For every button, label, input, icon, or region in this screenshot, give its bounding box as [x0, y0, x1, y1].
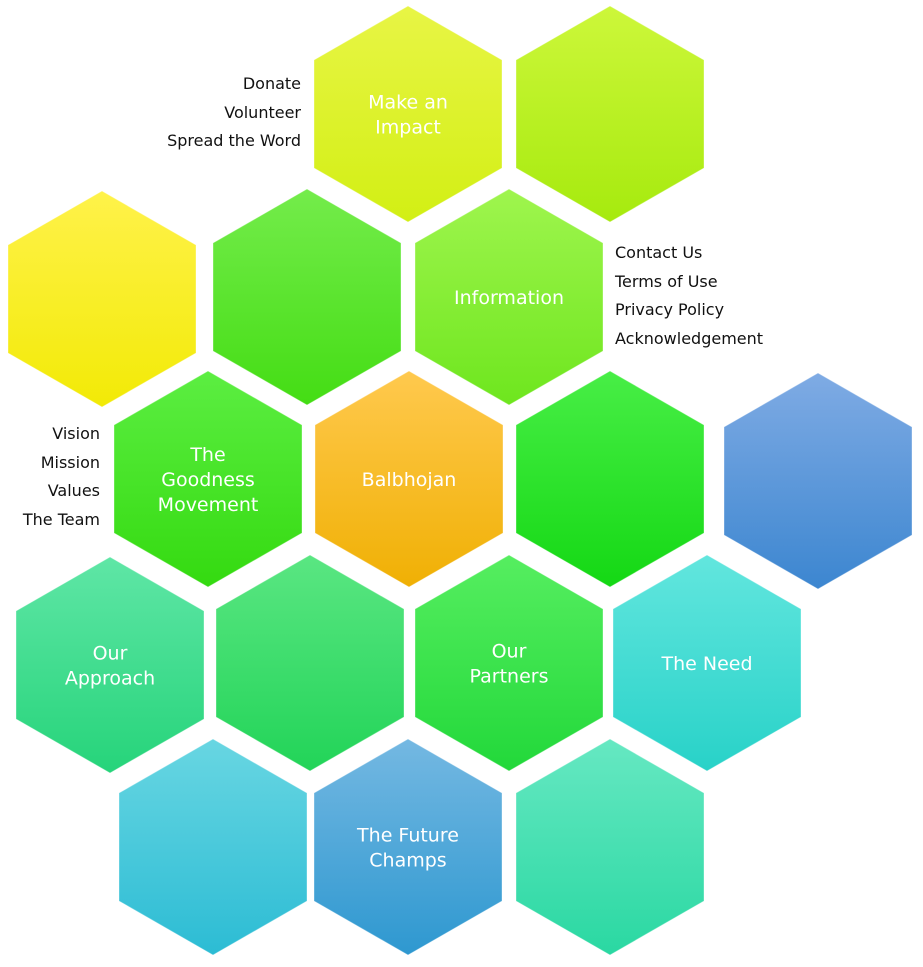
hexagon-shape — [515, 738, 705, 956]
hexagon-label: Information — [454, 287, 564, 309]
list-item-privacy-policy[interactable]: Privacy Policy — [615, 300, 725, 319]
hexagon-blank-green-1 — [212, 188, 402, 406]
hexagon-blank-green-3 — [215, 554, 405, 772]
hexagon-blank-yellow — [7, 190, 197, 408]
list-item-donate[interactable]: Donate — [242, 74, 301, 93]
list-item-vision[interactable]: Vision — [52, 424, 100, 443]
hexagon-shape — [212, 188, 402, 406]
list-item-acknowledgement[interactable]: Acknowledgement — [615, 328, 764, 348]
hexagon-information[interactable]: Information — [414, 188, 604, 406]
hexagon-balbhojan[interactable]: Balbhojan — [314, 370, 504, 588]
hexagon-make-an-impact[interactable]: Make an Impact — [313, 5, 503, 223]
hexagon-label: The Future — [356, 825, 459, 847]
information-list: Contact Us Terms of Use Privacy Policy A… — [615, 239, 763, 353]
hexagon-blank-top-right — [515, 5, 705, 223]
list-item-contact-us[interactable]: Contact Us — [615, 243, 703, 262]
hexagon-shape — [515, 370, 705, 588]
goodness-movement-list: Vision Mission Values The Team — [23, 420, 100, 534]
hexagon-label: Partners — [470, 666, 549, 688]
hexagon-label: Impact — [375, 117, 441, 139]
hexagon-shape — [15, 556, 205, 774]
hexagon-label: Movement — [158, 494, 259, 516]
hexagon-shape — [414, 554, 604, 772]
hexagon-blank-cyan — [118, 738, 308, 956]
list-item-the-team[interactable]: The Team — [22, 509, 100, 529]
hexagon-label: The Need — [660, 653, 752, 675]
hexagon-shape — [723, 372, 913, 590]
list-item-volunteer[interactable]: Volunteer — [224, 102, 301, 122]
hexagon-shape — [313, 738, 503, 956]
hexagon-label: The — [189, 444, 225, 466]
hexagon-shape — [314, 370, 504, 588]
list-item-mission[interactable]: Mission — [40, 452, 100, 472]
hexagon-shape — [7, 190, 197, 408]
make-an-impact-list: Donate Volunteer Spread the Word — [167, 70, 301, 156]
hexagon-label: Balbhojan — [362, 469, 457, 491]
hexagon-shape — [118, 738, 308, 956]
hexagon-shape — [612, 554, 802, 772]
list-item-values[interactable]: Values — [47, 481, 100, 500]
hexagon-shape — [515, 5, 705, 223]
hexagon-label: Make an — [368, 92, 448, 114]
hexagon-the-goodness-movement[interactable]: The Goodness Movement — [113, 370, 303, 588]
hexagon-blank-teal — [515, 738, 705, 956]
hexagon-label: Approach — [65, 668, 155, 690]
hexagon-blank-green-2 — [515, 370, 705, 588]
hexagon-blank-blue — [723, 372, 913, 590]
hexagon-label: Champs — [369, 850, 446, 872]
hexagon-the-future-champs[interactable]: The Future Champs — [313, 738, 503, 956]
hexagon-our-partners[interactable]: Our Partners — [414, 554, 604, 772]
hexagon-shape — [313, 5, 503, 223]
hexagon-label: Our — [93, 643, 128, 665]
hexagon-label: Goodness — [161, 469, 255, 491]
hexagon-the-need[interactable]: The Need — [612, 554, 802, 772]
hexagon-shape — [414, 188, 604, 406]
hexagon-shape — [215, 554, 405, 772]
hexagon-our-approach[interactable]: Our Approach — [15, 556, 205, 774]
hexagon-shape — [113, 370, 303, 588]
hexagon-label: Our — [492, 641, 527, 663]
list-item-terms-of-use[interactable]: Terms of Use — [615, 271, 718, 291]
list-item-spread-the-word[interactable]: Spread the Word — [167, 131, 301, 150]
